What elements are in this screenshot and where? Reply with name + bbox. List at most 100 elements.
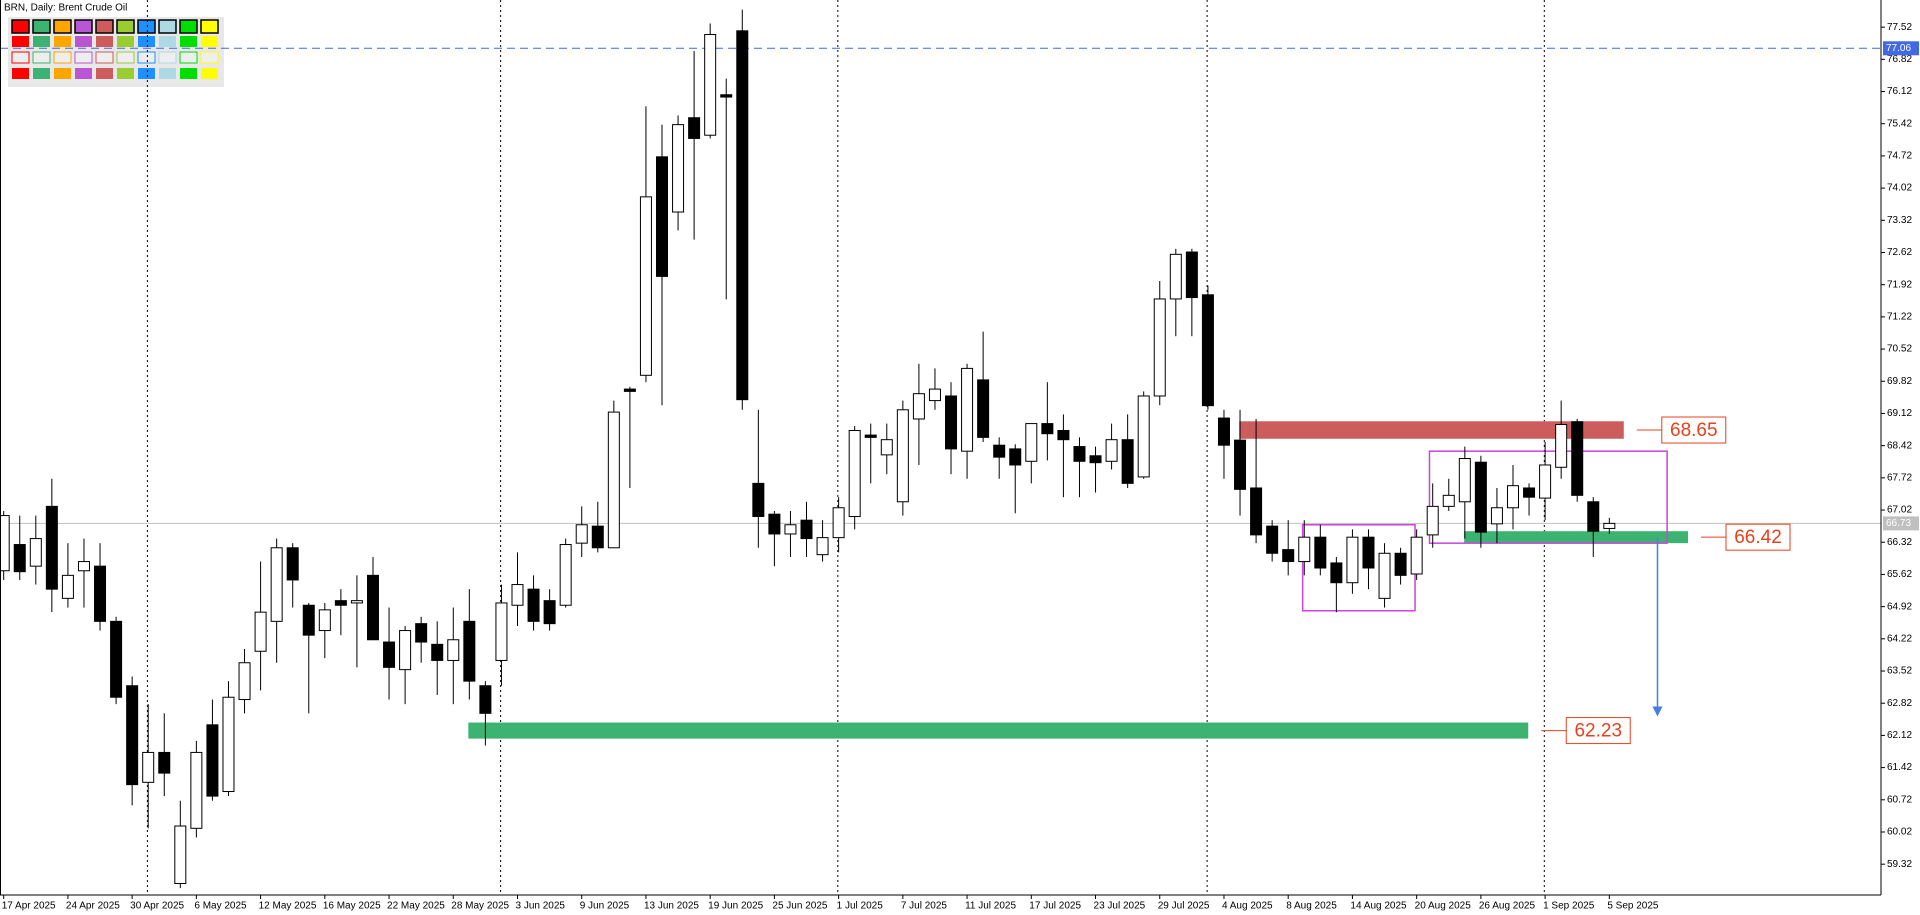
candle-body [848,429,861,517]
candle-body [1137,395,1150,478]
candle-body [1234,439,1247,490]
candle-body [495,602,508,661]
color-swatch [180,68,197,79]
candle-body [993,444,1006,458]
color-swatch [200,19,219,34]
price-line-label-box [1883,41,1919,56]
candle-body [896,409,909,503]
color-swatch [95,19,114,34]
candle-body [511,584,524,606]
candle-body [174,825,187,885]
candle-body [688,117,701,139]
zone [468,722,1529,739]
candle-body [1506,485,1519,509]
y-tick-label: 73.32 [1887,215,1912,226]
candle-body [1025,423,1038,462]
color-swatch [159,68,176,79]
candle-body [318,609,331,632]
zone-label-box [1661,416,1727,444]
color-swatch [54,36,71,47]
y-tick-label: 72.62 [1887,247,1912,258]
candle-body [415,623,428,643]
x-tick-label: 13 Jun 2025 [644,901,699,912]
candle-body [206,724,219,797]
candle-body [1057,429,1070,441]
x-tick-label: 1 Jul 2025 [837,901,884,912]
x-tick-label: 11 Jul 2025 [965,901,1016,912]
candle-body [559,544,572,606]
candle-body [1362,536,1375,569]
candle-body [158,751,171,774]
candle-body [928,388,941,402]
color-swatch [32,19,51,34]
candle-body [94,565,107,622]
color-swatch [200,51,219,64]
candle-body [431,643,444,661]
candle-body [1442,494,1455,507]
candle-body [222,696,235,793]
y-tick-label: 74.02 [1887,183,1912,194]
candle-body [880,439,893,456]
candle-body [1555,424,1568,468]
zone-label: 62.23 [1574,721,1622,742]
price-line-label: 66.73 [1886,518,1911,529]
candle-body [1458,458,1471,503]
candle-body [1250,487,1263,536]
y-tick-label: 62.82 [1887,698,1912,709]
candle-body [479,685,492,714]
candle-body [672,124,685,213]
zone-label: 66.42 [1734,527,1782,548]
y-tick-label: 64.92 [1887,601,1912,612]
color-swatch [138,36,155,47]
candle-body [912,393,925,420]
y-tick-label: 74.72 [1887,151,1912,162]
candle-body [1041,423,1054,435]
candle-body [1201,294,1214,407]
color-swatch [74,51,93,64]
x-tick-label: 22 May 2025 [387,901,445,912]
candle-body [704,33,717,136]
candle-body [1474,461,1487,533]
candle-body [591,525,604,549]
candle-body [1282,549,1295,563]
candle-body [399,630,412,671]
candle-body [816,537,829,556]
color-swatch [12,68,29,79]
candle-body [1394,552,1407,576]
candle-body [1378,552,1391,599]
candle-body [800,519,813,540]
y-tick-label: 71.22 [1887,312,1912,323]
candle-body [238,662,251,701]
color-swatch [201,68,218,79]
candle-body [656,156,669,277]
color-swatch [179,51,198,64]
y-tick-label: 69.12 [1887,408,1912,419]
x-tick-label: 9 Jun 2025 [580,901,630,912]
candle-body [1426,505,1439,536]
candle-body [1603,522,1616,529]
x-tick-label: 4 Aug 2025 [1222,901,1273,912]
y-tick-label: 70.52 [1887,344,1912,355]
candle-body [736,30,749,401]
y-tick-label: 66.32 [1887,537,1912,548]
y-tick-label: 75.42 [1887,118,1912,129]
color-swatch [159,36,176,47]
y-tick-label: 68.42 [1887,440,1912,451]
candle-body [126,685,139,786]
candle-body [720,94,733,98]
color-swatch [75,68,92,79]
color-swatch [11,19,30,34]
x-tick-label: 12 May 2025 [259,901,317,912]
candle-body [13,544,26,573]
x-tick-label: 29 Jul 2025 [1158,901,1210,912]
zone-label-box [1565,717,1631,745]
candle-body [302,604,315,636]
candle-body [607,411,620,549]
color-swatch [137,19,156,34]
candle-body [768,513,781,535]
x-tick-label: 19 Jun 2025 [708,901,763,912]
candle-body [527,588,540,622]
x-tick-label: 30 Apr 2025 [130,901,184,912]
candle-body [1587,501,1600,532]
candle-body [1153,298,1166,397]
